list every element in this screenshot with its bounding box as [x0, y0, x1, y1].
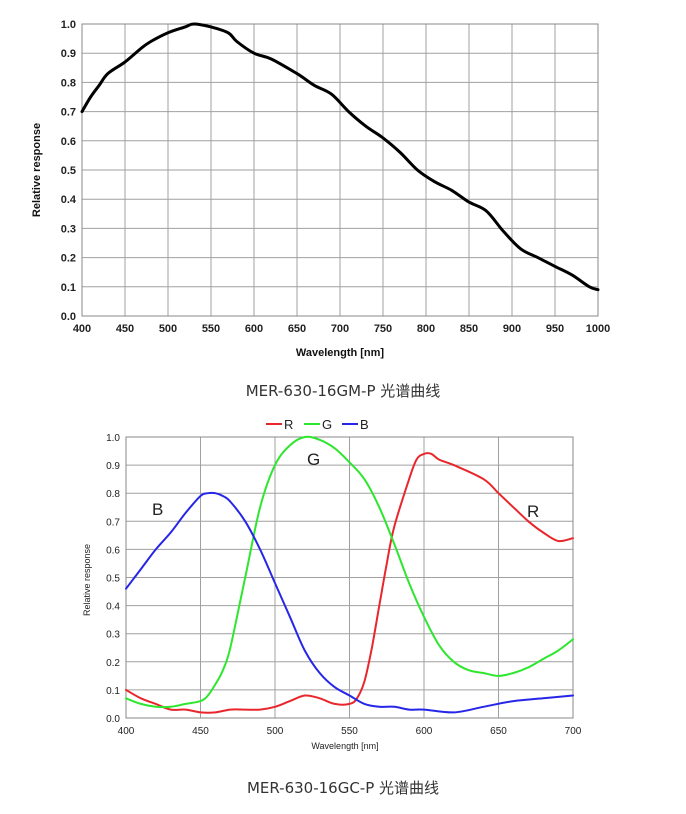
chart2-x-tick-label: 500	[267, 726, 284, 737]
chart1-x-tick-label: 450	[116, 323, 134, 335]
chart1-y-ticks: 0.0 0.1 0.2 0.3 0.4 0.5 0.6 0.7 0.8 0.9 1.0	[61, 19, 77, 323]
annotation-g: G	[307, 450, 320, 469]
chart2-y-tick-label: 0.4	[106, 602, 120, 613]
chart1-x-tick-label: 950	[546, 323, 564, 335]
chart2-caption: MER-630-16GC-P 光谱曲线	[246, 779, 440, 797]
chart1-x-tick-label: 400	[73, 323, 91, 335]
chart2-y-tick-label: 0.6	[106, 545, 120, 556]
chart1-x-tick-label: 750	[374, 323, 392, 335]
chart2-y-tick-label: 1.0	[106, 433, 120, 444]
chart2-x-ticks: 400 450 500 550 600 650 700	[118, 726, 582, 737]
chart1-y-tick-label: 0.4	[61, 194, 77, 206]
chart1-y-tick-label: 0.0	[61, 311, 76, 323]
chart1-x-tick-label: 650	[288, 323, 306, 335]
chart2-plot-frame	[125, 436, 574, 719]
chart1-x-tick-label: 800	[417, 323, 435, 335]
chart2-x-tick-label: 450	[192, 726, 209, 737]
chart2-y-tick-label: 0.2	[106, 658, 120, 669]
chart1-x-axis-label: Wavelength [nm]	[296, 347, 385, 359]
chart1-x-tick-label: 1000	[586, 323, 610, 335]
chart2-y-tick-label: 0.0	[106, 714, 120, 725]
chart1-series-response-line	[80, 22, 600, 292]
chart1-grid	[81, 23, 599, 317]
legend-r-label: R	[284, 417, 293, 432]
chart1-y-tick-label: 0.6	[61, 136, 76, 148]
chart2-y-axis-label: Relative response	[82, 544, 92, 616]
chart1-caption: MER-630-16GM-P 光谱曲线	[245, 382, 441, 400]
chart2-y-tick-label: 0.5	[106, 574, 120, 585]
chart1-y-tick-label: 0.3	[61, 223, 76, 235]
legend-b-label: B	[360, 417, 369, 432]
chart1-y-tick-label: 1.0	[61, 19, 76, 31]
chart2-series-b-line	[125, 491, 574, 714]
chart2-y-tick-label: 0.3	[106, 630, 120, 641]
chart2-x-axis-label: Wavelength [nm]	[311, 741, 378, 751]
legend-g-label: G	[322, 417, 332, 432]
chart2-series	[125, 435, 574, 714]
chart1-x-tick-label: 900	[503, 323, 521, 335]
mono-spectral-chart: 0.0 0.1 0.2 0.3 0.4 0.5 0.6 0.7 0.8 0.9 1.0 400 450…	[31, 19, 610, 359]
annotation-r: R	[527, 502, 539, 521]
chart1-y-tick-label: 0.9	[61, 48, 76, 60]
chart2-y-tick-label: 0.9	[106, 461, 120, 472]
chart1-y-tick-label: 0.1	[61, 282, 76, 294]
chart2-x-tick-label: 650	[490, 726, 507, 737]
chart2-y-tick-label: 0.8	[106, 489, 120, 500]
chart1-y-tick-label: 0.7	[61, 107, 76, 119]
chart1-y-axis-label: Relative response	[31, 123, 43, 217]
chart1-x-tick-label: 600	[245, 323, 263, 335]
chart1-y-tick-label: 0.5	[61, 165, 76, 177]
chart1-series	[80, 22, 600, 292]
chart2-x-tick-label: 400	[118, 726, 135, 737]
chart2-series-r-line	[125, 452, 574, 714]
chart1-y-tick-label: 0.8	[61, 77, 76, 89]
chart2-y-tick-label: 0.1	[106, 686, 120, 697]
chart2-series-g-line	[125, 435, 574, 709]
annotation-b: B	[152, 500, 163, 519]
chart1-y-tick-label: 0.2	[61, 253, 76, 265]
chart2-x-tick-label: 600	[416, 726, 433, 737]
chart2-y-ticks: 0.0 0.1 0.2 0.3 0.4 0.5 0.6 0.7 0.8 0.9 1.0	[106, 433, 120, 725]
chart1-x-tick-label: 550	[202, 323, 220, 335]
color-spectral-chart: R G B 0.0 0.1 0.2 0.3 0.4 0.5 0.6 0.7 0.8 0.9 1.0 40…	[82, 417, 582, 751]
chart1-x-tick-label: 700	[331, 323, 349, 335]
chart1-x-tick-label: 850	[460, 323, 478, 335]
chart1-plot-frame	[81, 23, 599, 317]
chart1-x-tick-label: 500	[159, 323, 177, 335]
chart2-x-tick-label: 700	[565, 726, 582, 737]
chart1-x-ticks: 400 450 500 550 600 650 700 750 800 850 900 950 1000	[73, 323, 610, 335]
chart2-y-tick-label: 0.7	[106, 517, 120, 528]
chart2-x-tick-label: 550	[341, 726, 358, 737]
